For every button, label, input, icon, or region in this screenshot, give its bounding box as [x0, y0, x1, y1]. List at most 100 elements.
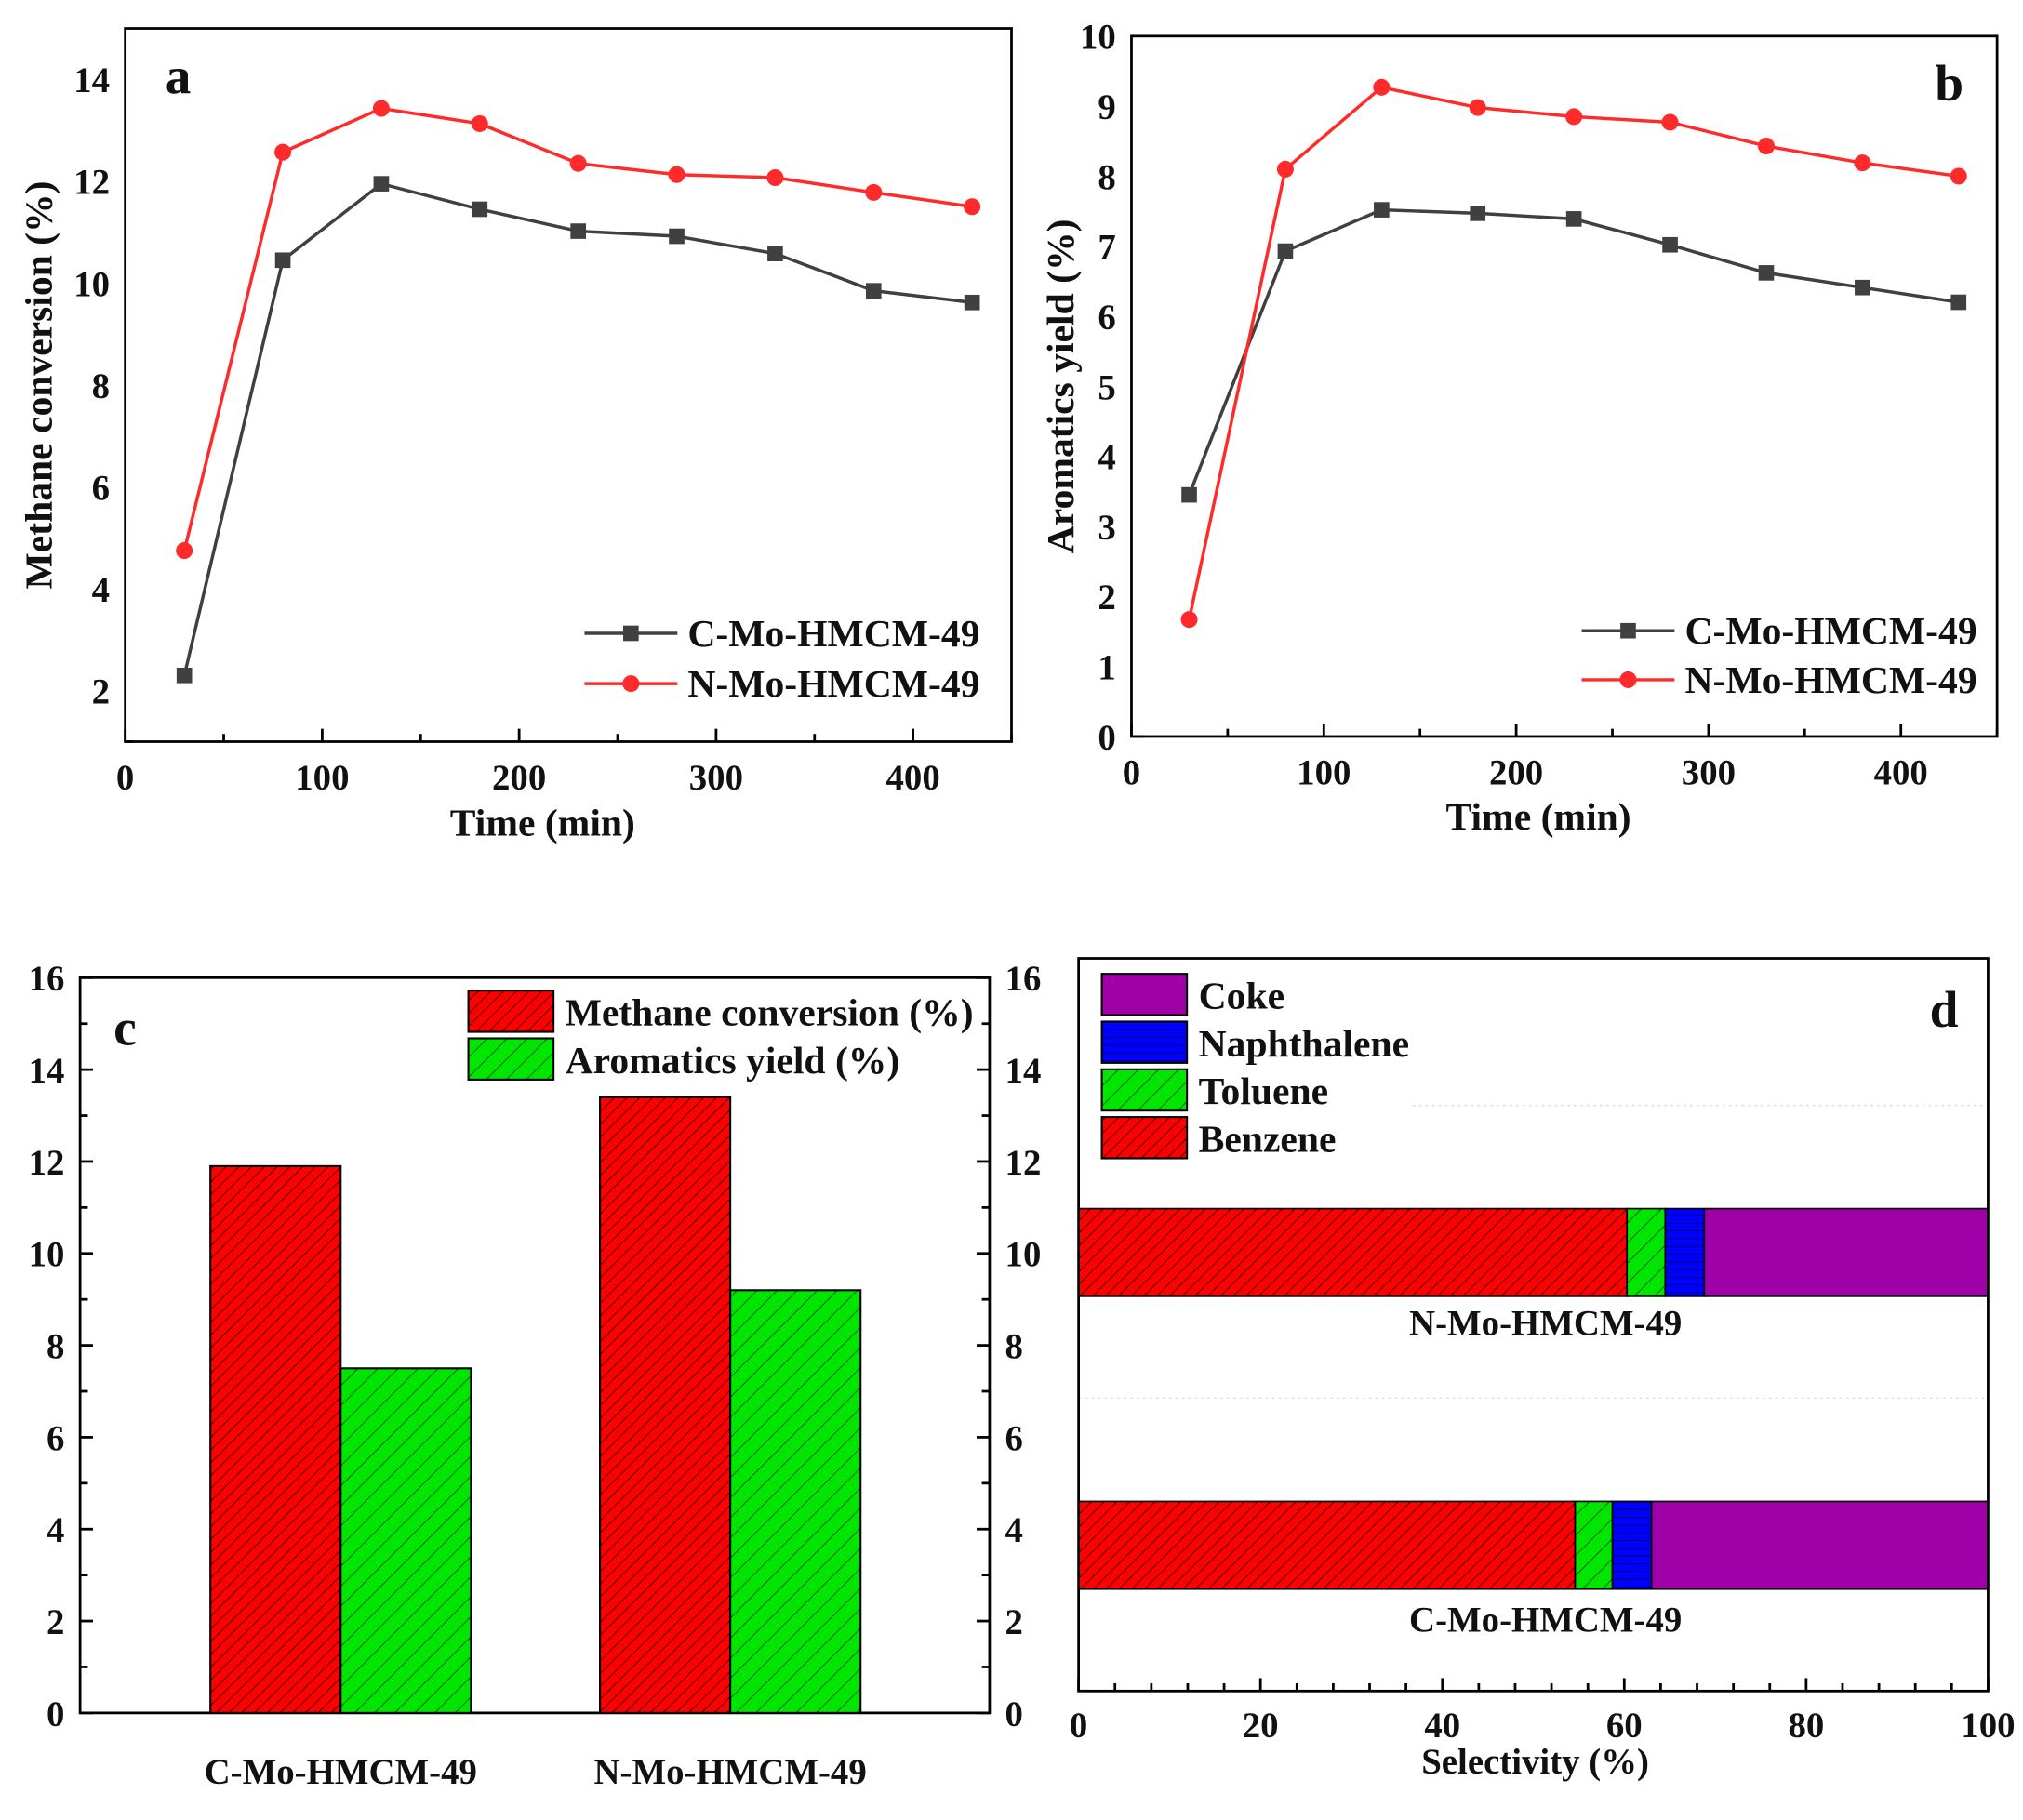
- legend-label: Benzene: [1199, 1118, 1337, 1161]
- y-tick-label-right: 4: [1005, 1510, 1023, 1550]
- data-point-square: [1277, 243, 1294, 259]
- legend-swatch-Coke: [1100, 973, 1189, 1016]
- legend-label: Toluene: [1199, 1069, 1328, 1112]
- legend-label: Aromatics yield (%): [566, 1039, 900, 1083]
- bar-segment-Naphthalene-C-Mo-HMCM-49: [1611, 1500, 1653, 1590]
- data-point-square: [1470, 206, 1486, 221]
- legend-swatch-Toluene: [1100, 1068, 1189, 1112]
- data-point-square: [570, 223, 586, 239]
- x-tick-label: 100: [1297, 752, 1351, 792]
- y-tick-label: 10: [1080, 18, 1116, 58]
- y-tick-label: 7: [1098, 228, 1115, 268]
- y-tick-label: 6: [1098, 298, 1115, 338]
- legend-swatch-Benzene: [1100, 1116, 1189, 1160]
- y-tick-label-left: 10: [29, 1235, 65, 1275]
- legend-label: Naphthalene: [1199, 1022, 1410, 1065]
- x-axis-label: Time (min): [450, 802, 635, 845]
- bar-segment-Toluene-N-Mo-HMCM-49: [1626, 1207, 1667, 1297]
- panel-label: b: [1935, 55, 1963, 112]
- bar-Aromatics yield (%)-C-Mo-HMCM-49: [339, 1367, 472, 1714]
- data-point-circle: [766, 169, 784, 187]
- bar-Methane conversion (%)-C-Mo-HMCM-49: [209, 1164, 342, 1714]
- x-tick-label: 400: [886, 758, 940, 798]
- series-line-N-Mo-HMCM-49: [182, 106, 973, 551]
- panel-label: a: [166, 47, 192, 104]
- data-point-circle: [1276, 160, 1294, 178]
- data-point-circle: [1950, 167, 1967, 185]
- bar-segment-Naphthalene-N-Mo-HMCM-49: [1664, 1207, 1706, 1297]
- y-tick-label-left: 4: [47, 1510, 64, 1550]
- legend-label: C-Mo-HMCM-49: [687, 612, 979, 655]
- y-tick-label: 10: [73, 264, 110, 304]
- legend-swatch: [467, 1037, 555, 1081]
- data-point-square: [1758, 265, 1775, 281]
- data-point-circle: [964, 198, 981, 216]
- data-point-square: [274, 252, 291, 269]
- legend-swatch-Naphthalene: [1100, 1020, 1189, 1064]
- data-point-circle: [865, 183, 883, 201]
- category-label: N-Mo-HMCM-49: [1409, 1304, 1682, 1344]
- data-point-square: [669, 228, 685, 245]
- data-point-circle: [569, 154, 587, 172]
- axes-frame-d: [1077, 957, 1990, 1693]
- panel-label: c: [113, 999, 137, 1056]
- x-tick-label: 200: [492, 758, 546, 798]
- x-tick-label: 0: [1123, 752, 1140, 792]
- legend-label: C-Mo-HMCM-49: [1684, 609, 1976, 652]
- y-axis-label: Methane conversion (%): [18, 181, 61, 590]
- x-tick-label: 100: [1961, 1706, 2015, 1746]
- series-line-C-Mo-HMCM-49: [1187, 207, 1960, 496]
- y-tick-label-right: 16: [1005, 959, 1042, 999]
- data-point-circle: [1565, 108, 1583, 126]
- data-point-circle: [274, 143, 292, 161]
- y-tick-label-right: 10: [1005, 1235, 1042, 1275]
- data-point-square: [1565, 211, 1582, 227]
- category-label: C-Mo-HMCM-49: [1409, 1601, 1682, 1641]
- y-tick-label-right: 8: [1005, 1326, 1023, 1366]
- y-tick-label: 2: [1098, 578, 1115, 618]
- legend-label: N-Mo-HMCM-49: [687, 662, 979, 705]
- y-tick-label-left: 2: [47, 1602, 64, 1642]
- data-point-circle: [1373, 78, 1391, 96]
- y-tick-label: 12: [73, 163, 110, 203]
- legend-marker-square: [623, 625, 639, 642]
- y-tick-label-right: 6: [1005, 1418, 1023, 1458]
- x-tick-label: 400: [1874, 752, 1928, 792]
- data-point-circle: [176, 542, 193, 560]
- data-point-circle: [1661, 113, 1679, 131]
- y-tick-label-left: 14: [29, 1051, 65, 1091]
- y-tick-label: 2: [92, 672, 110, 712]
- data-point-circle: [471, 114, 488, 132]
- y-tick-label-left: 0: [47, 1694, 64, 1734]
- y-tick-label: 1: [1098, 648, 1115, 688]
- data-point-square: [964, 294, 980, 311]
- bar-segment-Coke-N-Mo-HMCM-49: [1703, 1207, 1990, 1297]
- legend-swatch: [467, 990, 555, 1033]
- y-tick-label-left: 8: [47, 1326, 64, 1366]
- y-tick-label-right: 0: [1005, 1694, 1023, 1734]
- data-point-circle: [372, 100, 390, 117]
- data-point-square: [1181, 486, 1197, 503]
- x-axis-label: Time (min): [1446, 795, 1631, 839]
- data-point-circle: [1854, 154, 1871, 172]
- y-tick-label-right: 14: [1005, 1051, 1042, 1091]
- data-point-circle: [1469, 99, 1486, 116]
- bar-segment-Benzene-C-Mo-HMCM-49: [1077, 1500, 1577, 1590]
- data-point-square: [1662, 236, 1678, 253]
- x-tick-label: 0: [1070, 1706, 1087, 1746]
- y-tick-label-right: 12: [1005, 1143, 1042, 1183]
- data-point-circle: [668, 166, 685, 183]
- x-tick-label: 200: [1489, 752, 1543, 792]
- data-point-square: [1855, 279, 1870, 296]
- data-point-square: [1950, 294, 1967, 311]
- series-line-N-Mo-HMCM-49: [1187, 85, 1960, 620]
- data-point-square: [865, 283, 882, 299]
- axes-frame-a: [124, 27, 1013, 743]
- category-label: N-Mo-HMCM-49: [594, 1752, 867, 1792]
- legend-label: Coke: [1199, 975, 1284, 1017]
- y-tick-label-left: 6: [47, 1418, 64, 1458]
- y-tick-label: 5: [1098, 367, 1115, 407]
- x-tick-label: 100: [295, 758, 349, 798]
- series-line-C-Mo-HMCM-49: [182, 181, 973, 676]
